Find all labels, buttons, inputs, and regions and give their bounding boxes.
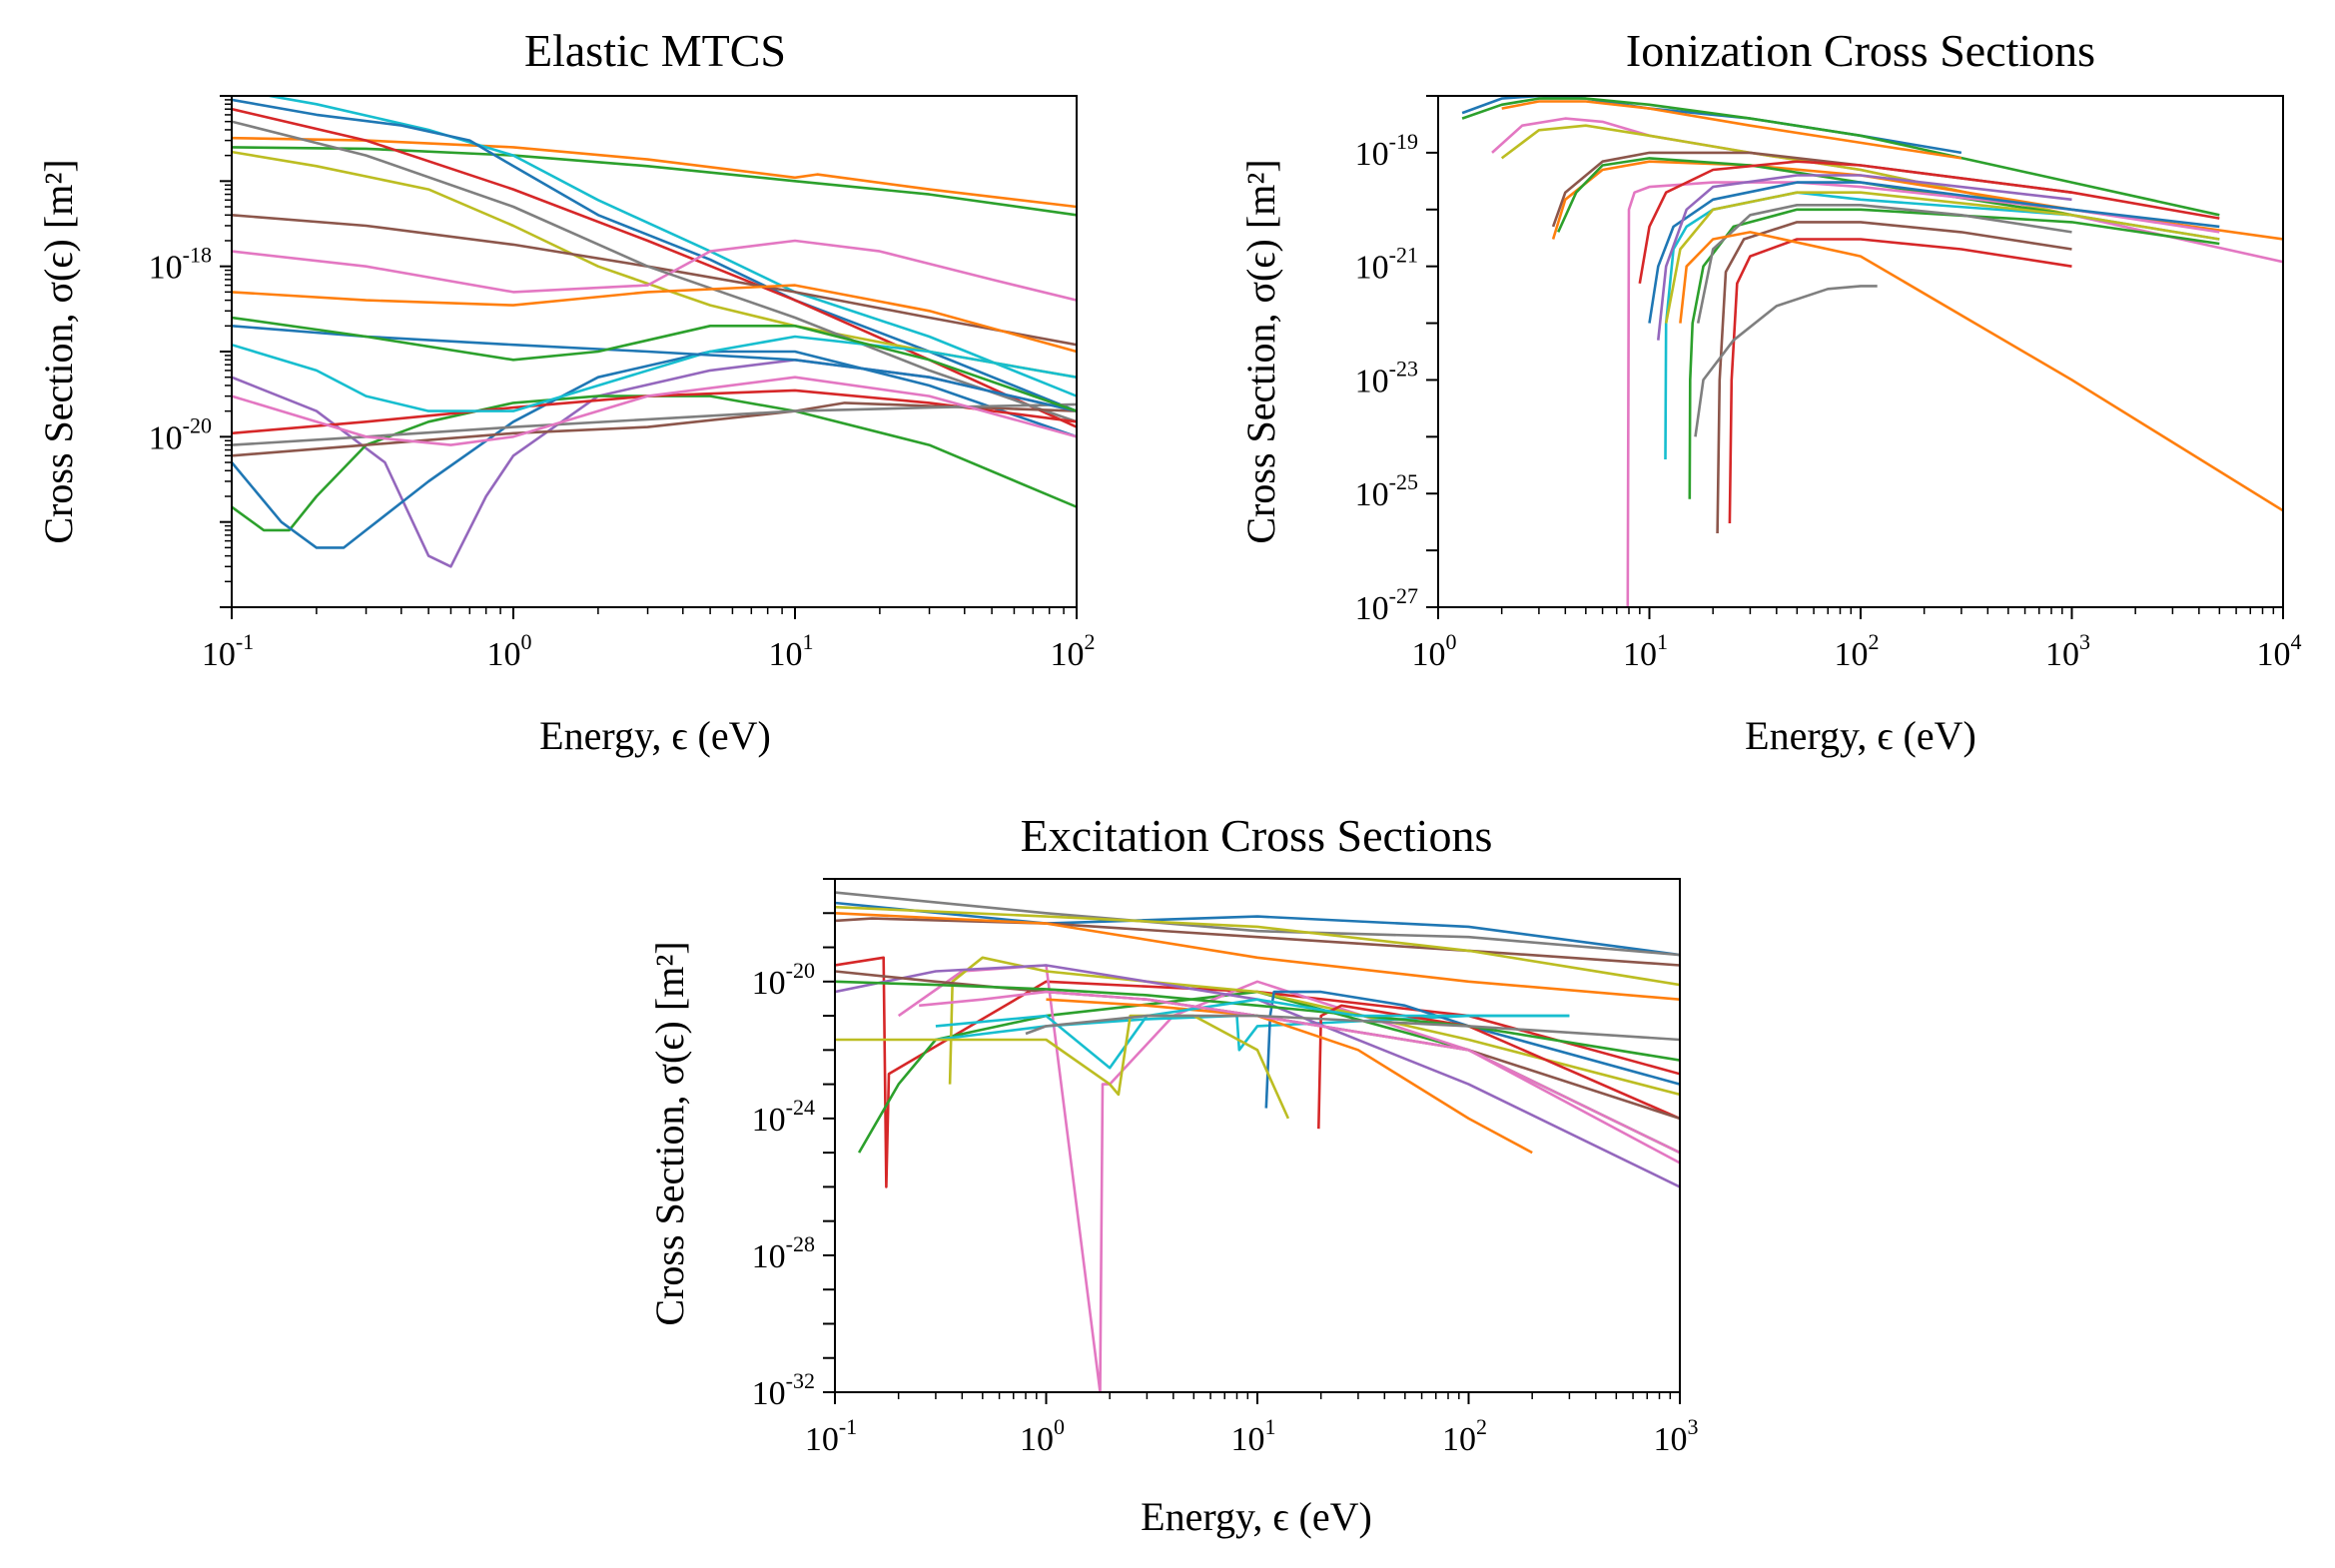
elastic-series-line-5 (232, 150, 1077, 379)
ionization-series-line-17 (1679, 231, 2283, 512)
excitation-series-line-2 (835, 917, 1680, 967)
excitation-series-line-8 (948, 956, 1680, 1097)
excitation-y-tick-label: 10-24 (752, 1095, 815, 1139)
ionization-series-line-2 (1501, 100, 1962, 160)
elastic-series-line-3 (232, 98, 1077, 412)
ionization-title: Ionization Cross Sections (1626, 25, 2095, 76)
ionization-series-line-12 (1657, 174, 2072, 341)
excitation-series-line-3 (835, 905, 1680, 987)
elastic-series-line-16 (232, 284, 1077, 354)
ionization-series-line-14 (1716, 221, 2072, 534)
elastic-title: Elastic MTCS (524, 25, 786, 76)
excitation-series-line-13 (1046, 998, 1533, 1155)
elastic-series-line-7 (232, 239, 1077, 302)
excitation-ylabel: Cross Section, σ(ϵ) [m²] (647, 941, 692, 1325)
excitation-series-line-18 (835, 1014, 1290, 1120)
excitation-series-line-12 (835, 964, 1680, 1188)
excitation-series-line-4 (835, 912, 1680, 1001)
excitation-xlabel: Energy, ϵ (eV) (1141, 1494, 1372, 1539)
excitation-series-line-17 (919, 990, 1680, 1155)
elastic-series-group (232, 96, 1077, 568)
elastic-series-line-11 (232, 350, 1077, 549)
excitation-x-tick-label: 101 (1231, 1414, 1276, 1458)
ionization-series-line-10 (1688, 208, 2220, 499)
elastic-xlabel: Energy, ϵ (eV) (539, 713, 771, 758)
elastic-series-line-13 (232, 401, 1077, 457)
ionization-x-tick-label: 101 (1623, 629, 1668, 673)
ionization-series-line-19 (1638, 160, 2220, 285)
ionization-ylabel: Cross Section, σ(ϵ) [m²] (1238, 159, 1283, 543)
ionization-series-line-1 (1461, 97, 2220, 217)
excitation-series-line-5 (835, 956, 1680, 1188)
excitation-series-group (835, 891, 1680, 1392)
excitation-title: Excitation Cross Sections (1021, 810, 1493, 861)
elastic-ylabel: Cross Section, σ(ϵ) [m²] (36, 159, 81, 543)
ionization-series-line-4 (1500, 124, 2072, 217)
ionization-xlabel: Energy, ϵ (eV) (1745, 713, 1976, 758)
elastic-series-line-17 (232, 376, 1077, 446)
ionization-series-line-15 (1694, 285, 1878, 437)
ionization-series-line-18 (1664, 191, 2220, 324)
ionization-y-tick-label: 10-19 (1355, 129, 1418, 173)
ionization-series-line-16 (1696, 204, 2072, 324)
ionization-series-group (1461, 96, 2283, 607)
ionization-y-tick-label: 10-21 (1355, 243, 1418, 287)
ionization-series-line-13 (1728, 238, 2072, 524)
excitation-series-line-0 (835, 901, 1680, 957)
elastic-series-line-2 (262, 96, 1077, 397)
elastic-series-line-19 (232, 316, 1077, 412)
elastic-series-line-1 (232, 146, 1077, 217)
excitation-series-line-19 (1025, 1014, 1680, 1042)
ionization-series-line-8 (1626, 181, 2220, 607)
excitation-series-line-1 (835, 891, 1680, 957)
elastic-series-line-0 (232, 136, 1077, 209)
ionization-series-line-11 (1648, 181, 2220, 324)
excitation-panel: Excitation Cross Sections 10-1 100 101 102 1… (647, 810, 1699, 1539)
elastic-series-line-8 (232, 120, 1077, 423)
excitation-series-line-11 (1317, 1004, 1680, 1130)
